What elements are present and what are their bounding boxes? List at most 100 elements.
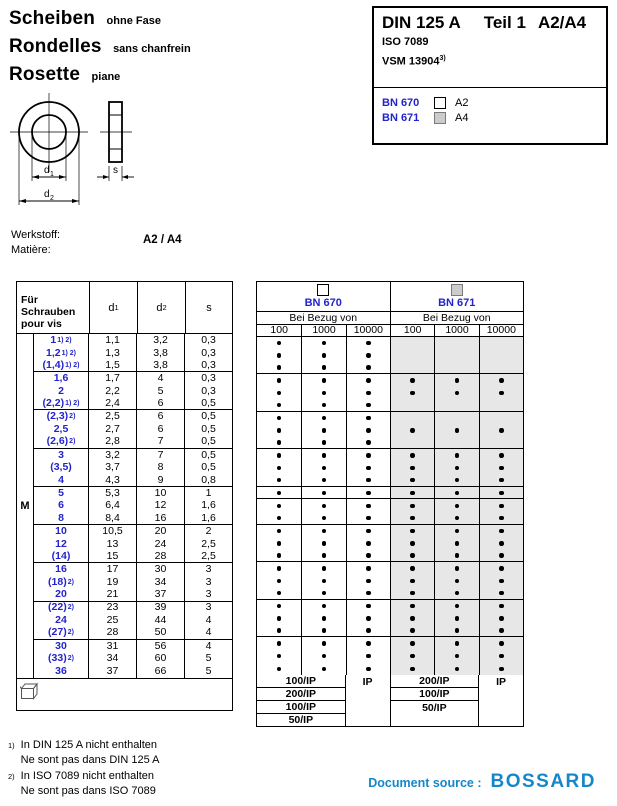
size-label: 5 — [58, 486, 64, 499]
packaging-cell: 100/IP — [257, 675, 345, 688]
availability-cell — [257, 337, 301, 350]
size-label: 1,2 — [45, 346, 61, 359]
availability-dot-icon — [454, 578, 460, 584]
availability-cell — [434, 461, 479, 475]
packaging-cell: 50/IP — [288, 714, 314, 726]
d2-sub: 2 — [162, 303, 167, 312]
packaging-cell: 100/IP — [390, 688, 479, 701]
iso-reference: ISO 7089 — [382, 36, 429, 48]
availability-dot-icon — [499, 465, 504, 471]
availability-cell — [434, 336, 479, 350]
availability-cell — [301, 662, 345, 675]
availability-dot-icon — [410, 477, 415, 483]
availability-dot-icon — [410, 390, 415, 396]
availability-cell — [257, 525, 301, 538]
a2-label: A2 — [455, 96, 469, 109]
availability-cell — [389, 349, 435, 362]
availability-cell — [301, 524, 345, 538]
footnote-2-fr: Ne sont pas dans ISO 7089 — [20, 785, 156, 797]
availability-cell — [389, 461, 435, 475]
availability-dot-icon — [454, 603, 460, 609]
availability-cell — [478, 399, 523, 412]
size-footnote-sup: 2) — [67, 578, 74, 586]
availability-cell — [345, 587, 390, 600]
footnote-1-fr: Ne sont pas dans DIN 125 A — [20, 754, 160, 766]
bn671-packaging: 200/IP 100/IP 50/IP IP — [389, 675, 524, 726]
availability-cell — [434, 587, 479, 600]
size-footnote-sup: 2) — [67, 604, 74, 612]
bn671-bulk-cell: IP — [478, 675, 523, 726]
availability-dot-icon — [366, 340, 371, 345]
material-value: A2 / A4 — [143, 234, 182, 246]
d1-value-cell: 28 — [88, 627, 136, 640]
availability-dot-icon — [410, 641, 415, 646]
size-label: (22) — [48, 601, 67, 614]
availability-dot-icon — [321, 453, 327, 458]
availability-cell — [434, 399, 479, 412]
availability-cell — [478, 336, 523, 350]
availability-cell — [434, 361, 479, 375]
s-value-cell: 0,3 — [184, 346, 232, 360]
d1-value-cell: 19 — [88, 576, 136, 589]
availability-cell — [345, 449, 390, 462]
availability-dot-icon — [499, 553, 504, 558]
size-label: (3,5) — [50, 461, 72, 474]
availability-dot-icon — [321, 553, 327, 558]
availability-dot-icon — [276, 628, 282, 633]
din-teil: Teil 1 — [483, 13, 526, 32]
availability-dot-icon — [366, 465, 371, 471]
availability-dot-icon — [276, 365, 282, 370]
size-cell: (2,3) 2) — [34, 410, 88, 423]
footnote-2-text: In ISO 7089 nicht enthalten Ne sont pas d… — [21, 769, 156, 799]
s-value-cell: 5 — [184, 665, 232, 678]
availability-cell — [434, 424, 479, 437]
s-value-cell: 0,5 — [184, 461, 232, 475]
availability-cell — [301, 436, 346, 450]
availability-dot-icon — [321, 666, 327, 671]
size-footnote-sup: 1) 2) — [65, 361, 80, 369]
size-label: (2,6) — [46, 435, 69, 448]
availability-dot-icon — [499, 666, 504, 671]
availability-cell — [389, 537, 435, 550]
d1-value-cell: 21 — [88, 588, 136, 602]
availability-cell — [434, 537, 479, 550]
availability-dot-icon — [276, 553, 282, 558]
availability-dot-icon — [321, 490, 327, 495]
availability-cell — [257, 600, 301, 613]
availability-dot-icon — [321, 641, 327, 646]
availability-cell — [345, 374, 390, 387]
title-de: Scheiben ohne Fase — [9, 8, 191, 36]
availability-dot-icon — [410, 541, 415, 546]
availability-cell — [345, 537, 390, 550]
availability-cell — [257, 424, 301, 437]
availability-cell — [389, 662, 435, 675]
availability-cell — [478, 649, 523, 663]
availability-cell — [257, 637, 301, 650]
availability-cell — [478, 349, 523, 362]
availability-cell — [257, 374, 301, 387]
availability-dot-icon — [276, 490, 282, 495]
availability-cell — [434, 349, 479, 362]
bn671-swatch-icon — [450, 283, 463, 296]
availability-cell — [389, 361, 435, 375]
availability-cell — [389, 512, 435, 525]
d1-value-cell: 2,5 — [88, 410, 136, 424]
availability-dot-icon — [410, 628, 415, 633]
availability-cell — [301, 424, 345, 437]
size-cell: 1,2 1) 2) — [34, 347, 88, 360]
availability-cell — [389, 449, 435, 462]
availability-cell — [389, 637, 435, 650]
availability-dot-icon — [366, 553, 371, 558]
s-value-cell: 3 — [184, 588, 232, 602]
availability-dot-icon — [276, 402, 282, 408]
title-de-main: Scheiben — [9, 8, 96, 29]
availability-cell — [478, 512, 523, 525]
availability-cell — [389, 374, 435, 387]
d1-value-cell: 2,2 — [88, 384, 136, 398]
availability-dot-icon — [321, 515, 327, 520]
d1-value-cell: 25 — [88, 614, 136, 628]
availability-dot-icon — [410, 378, 415, 383]
availability-dot-icon — [321, 390, 327, 396]
availability-cell — [434, 599, 479, 613]
availability-cell — [301, 461, 345, 475]
